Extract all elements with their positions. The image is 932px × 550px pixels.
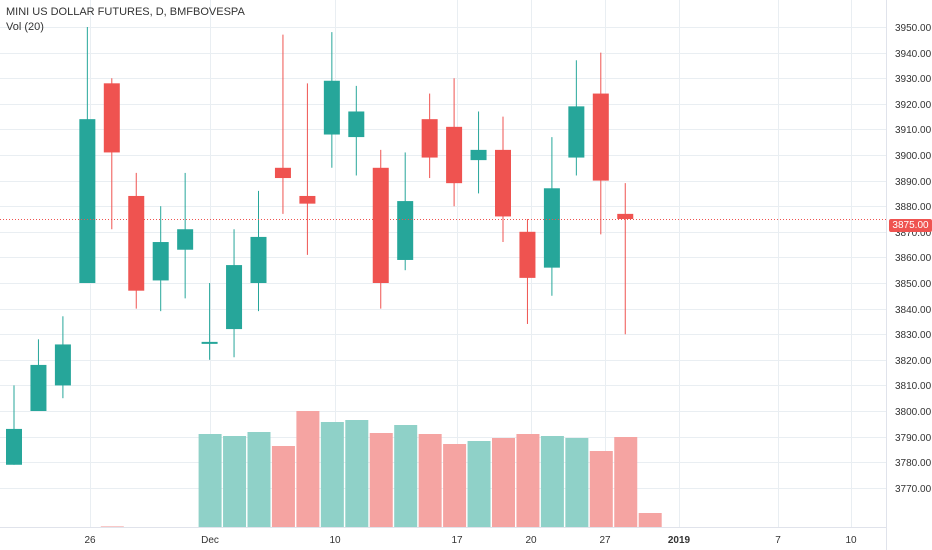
price-tick-label: 3800.00 bbox=[895, 407, 932, 418]
price-tick-label: 3870.00 bbox=[895, 228, 932, 239]
time-tick-label: 2019 bbox=[668, 535, 691, 546]
candle-body bbox=[226, 265, 243, 330]
candle-body bbox=[299, 195, 316, 204]
volume-bar bbox=[614, 437, 638, 527]
candle-body bbox=[128, 195, 145, 291]
candle-body bbox=[323, 80, 340, 135]
last-price-tag: 3875.00 bbox=[889, 219, 932, 232]
price-tick-label: 3950.00 bbox=[895, 23, 932, 34]
volume-bar bbox=[467, 441, 491, 527]
price-tick-label: 3820.00 bbox=[895, 356, 932, 367]
volume-bar bbox=[100, 526, 124, 527]
volume-bar bbox=[516, 434, 540, 527]
chart-legend: MINI US DOLLAR FUTURES, D, BMFBOVESPA Vo… bbox=[6, 5, 245, 35]
volume-bar bbox=[492, 438, 515, 527]
candle-body bbox=[372, 167, 389, 283]
candle-body bbox=[519, 231, 536, 278]
candle-body bbox=[495, 149, 511, 217]
price-axis-labels: 3770.00 3780.00 3790.00 3800.00 3810.00 3820.… bbox=[895, 23, 932, 495]
price-tick-label: 3920.00 bbox=[895, 100, 932, 111]
price-tick-label: 3770.00 bbox=[895, 484, 932, 495]
candle-body bbox=[103, 83, 120, 153]
candle-body bbox=[397, 201, 414, 260]
symbol-title: MINI US DOLLAR FUTURES, D, BMFBOVESPA bbox=[6, 6, 245, 18]
time-tick-label: Dec bbox=[201, 535, 219, 546]
time-tick-label: 26 bbox=[84, 535, 96, 546]
price-tick-label: 3810.00 bbox=[895, 381, 932, 392]
candle-body bbox=[30, 364, 47, 411]
candle-body bbox=[54, 344, 71, 386]
volume-bars bbox=[100, 411, 662, 527]
time-tick-label: 7 bbox=[775, 535, 781, 546]
volume-bar bbox=[345, 420, 369, 527]
time-tick-label: 17 bbox=[451, 535, 463, 546]
candle-body bbox=[592, 93, 609, 181]
volume-bar bbox=[638, 513, 662, 527]
price-tick-label: 3840.00 bbox=[895, 305, 932, 316]
price-tick-label: 3940.00 bbox=[895, 49, 932, 60]
volume-bar bbox=[320, 422, 344, 527]
candle-body bbox=[274, 167, 291, 179]
volume-bar bbox=[418, 434, 442, 527]
volume-bar bbox=[223, 436, 247, 527]
candle-body bbox=[201, 341, 218, 344]
time-tick-label: 20 bbox=[525, 535, 537, 546]
price-candles bbox=[6, 27, 634, 465]
price-tick-label: 3850.00 bbox=[895, 279, 932, 290]
price-tick-label: 3880.00 bbox=[895, 202, 932, 213]
price-tick-label: 3860.00 bbox=[895, 253, 932, 264]
volume-bar bbox=[443, 444, 467, 527]
volume-bar bbox=[540, 436, 564, 527]
price-tick-label: 3780.00 bbox=[895, 458, 932, 469]
price-tick-label: 3930.00 bbox=[895, 74, 932, 85]
candle-body bbox=[6, 428, 22, 465]
volume-bar bbox=[565, 438, 589, 527]
volume-bar bbox=[369, 433, 393, 527]
candle-body bbox=[348, 111, 365, 138]
time-tick-label: 27 bbox=[599, 535, 611, 546]
price-tick-label: 3830.00 bbox=[895, 330, 932, 341]
volume-bar bbox=[198, 434, 222, 527]
candle-body bbox=[446, 126, 463, 184]
volume-indicator-label: Vol (20) bbox=[6, 21, 44, 33]
time-tick-label: 10 bbox=[329, 535, 341, 546]
candle-body bbox=[177, 229, 194, 250]
price-tick-label: 3790.00 bbox=[895, 433, 932, 444]
candle-body bbox=[543, 188, 560, 268]
price-tick-label: 3890.00 bbox=[895, 177, 932, 188]
volume-bar bbox=[296, 411, 320, 527]
grid-lines bbox=[0, 0, 886, 527]
volume-bar bbox=[394, 425, 418, 527]
candle-body bbox=[470, 149, 487, 161]
volume-bar bbox=[247, 432, 271, 527]
candle-body bbox=[617, 213, 634, 219]
price-tick-label: 3910.00 bbox=[895, 125, 932, 136]
volume-bar bbox=[271, 446, 295, 527]
time-tick-label: 10 bbox=[845, 535, 857, 546]
candle-body bbox=[421, 119, 438, 158]
candle-body bbox=[568, 106, 585, 158]
volume-bar bbox=[589, 451, 613, 527]
candle-body bbox=[152, 242, 169, 281]
candle-body bbox=[79, 119, 96, 283]
candle-body bbox=[250, 236, 267, 283]
price-tick-label: 3900.00 bbox=[895, 151, 932, 162]
time-axis-labels: 26 Dec 10 17 20 27 2019 7 10 bbox=[84, 535, 857, 546]
